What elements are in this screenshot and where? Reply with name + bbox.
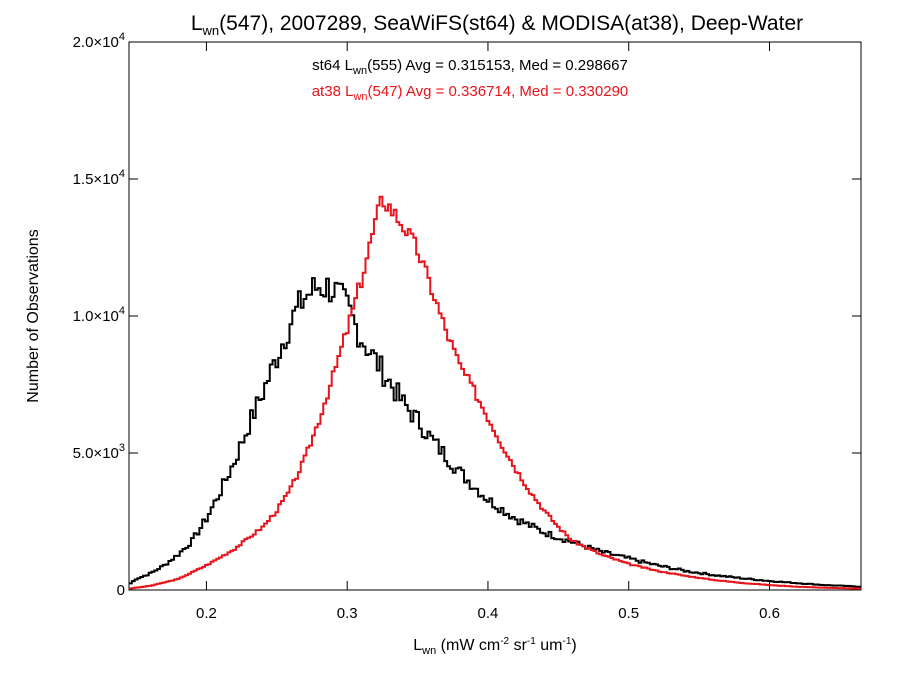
y-tick-label: 1.0×104 xyxy=(73,305,125,325)
y-tick-label: 0 xyxy=(117,582,125,599)
y-axis-label: Number of Observations xyxy=(25,229,42,402)
x-axis-label: Lwn (mW cm-2 sr-1 um-1) xyxy=(413,636,576,657)
y-tick-label: 1.5×104 xyxy=(73,168,125,188)
histogram-series xyxy=(129,195,861,590)
x-tick-label: 0.5 xyxy=(618,605,639,622)
legend-st64: st64 Lwn(555) Avg = 0.315153, Med = 0.29… xyxy=(312,57,628,77)
y-tick-label: 5.0×103 xyxy=(73,442,125,462)
x-tick-label: 0.4 xyxy=(478,605,499,622)
series-st64-histogram xyxy=(129,277,861,588)
x-tick-label: 0.6 xyxy=(759,605,780,622)
series-at38-histogram xyxy=(129,195,861,590)
x-tick-label: 0.2 xyxy=(196,605,217,622)
x-axis-ticks: 0.2 0.3 0.4 0.5 0.6 xyxy=(196,42,780,622)
chart-title: Lwn(547), 2007289, SeaWiFS(st64) & MODIS… xyxy=(191,12,803,38)
y-axis-ticks: 0 5.0×103 1.0×104 1.5×104 2.0×104 xyxy=(73,31,861,599)
legend-at38: at38 Lwn(547) Avg = 0.336714, Med = 0.33… xyxy=(312,83,629,103)
y-tick-label: 2.0×104 xyxy=(73,31,125,51)
x-tick-label: 0.3 xyxy=(337,605,358,622)
